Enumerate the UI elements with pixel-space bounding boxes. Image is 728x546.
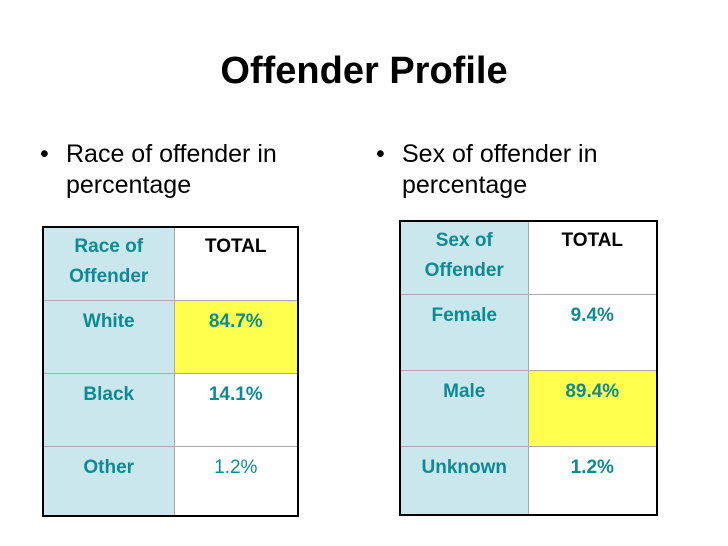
table-row: Female 9.4% [399,294,658,371]
sex-total-header: TOTAL [561,230,624,251]
sex-value-unknown: 1.2% [570,457,614,478]
table-row: Male 89.4% [399,370,658,447]
race-value-white: 84.7% [208,311,263,332]
table-header-row: Sex of Offender TOTAL [399,220,658,295]
sex-label-cell: Unknown [399,446,529,516]
race-header-line2: Offender [69,266,149,287]
table-row: Unknown 1.2% [399,446,658,516]
race-label-cell: White [42,300,175,374]
race-label-cell: Black [42,373,175,447]
race-total-header-cell: TOTAL [173,226,299,301]
sex-header-cell: Sex of Offender [399,220,529,295]
race-label-other: Other [83,457,135,478]
sex-value-cell: 89.4% [527,370,658,447]
race-value-black: 14.1% [208,384,263,405]
race-value-cell: 14.1% [173,373,299,447]
bullet-race: • Race of offender in percentage [36,139,336,201]
bullet-sex: • Sex of offender in percentage [372,139,672,201]
sex-header-line2: Offender [424,260,504,281]
table-row: White 84.7% [42,300,299,374]
sex-label-male: Male [443,381,486,402]
sex-value-male: 89.4% [565,381,620,402]
race-value-cell: 1.2% [173,446,299,517]
bullet-symbol: • [376,140,385,168]
race-of-offender-table: Race of Offender TOTAL White 84.7% Black… [42,226,299,517]
race-value-other: 1.2% [214,457,258,478]
sex-label-cell: Male [399,370,529,447]
sex-value-cell: 1.2% [527,446,658,516]
sex-total-header-cell: TOTAL [527,220,658,295]
bullet-sex-text: Sex of offender in percentage [402,140,598,199]
table-header-row: Race of Offender TOTAL [42,226,299,301]
bullet-race-text: Race of offender in percentage [66,140,277,199]
sex-of-offender-table: Sex of Offender TOTAL Female 9.4% Male 8… [399,220,658,516]
race-header-cell: Race of Offender [42,226,175,301]
bullet-symbol: • [40,140,49,168]
race-header-line1: Race of [74,236,144,257]
race-label-white: White [82,311,135,332]
sex-label-unknown: Unknown [421,457,508,478]
sex-label-cell: Female [399,294,529,371]
sex-value-cell: 9.4% [527,294,658,371]
table-row: Other 1.2% [42,446,299,517]
race-label-black: Black [83,384,135,405]
race-value-cell: 84.7% [173,300,299,374]
slide-title: Offender Profile [220,50,508,92]
sex-value-female: 9.4% [570,305,614,326]
sex-header-line1: Sex of [435,230,493,251]
sex-label-female: Female [431,305,497,326]
table-row: Black 14.1% [42,373,299,447]
race-total-header: TOTAL [204,236,267,257]
race-label-cell: Other [42,446,175,517]
